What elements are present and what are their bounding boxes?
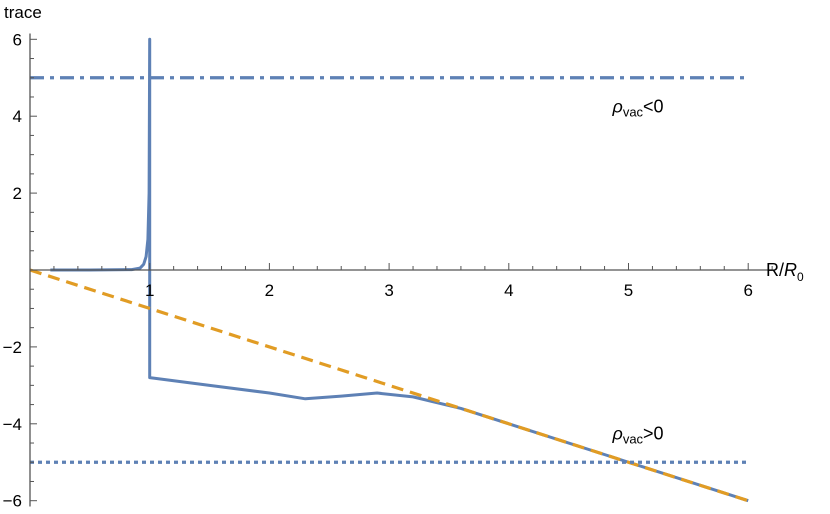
x-tick-label: 6 (743, 281, 752, 300)
series-asymptote (29, 268, 749, 503)
y-tick-label: −6 (3, 492, 22, 511)
x-tick-label: 3 (384, 281, 393, 300)
y-tick-label: 4 (13, 107, 22, 126)
y-axis-label: trace (4, 3, 42, 22)
x-tick-label: 5 (624, 281, 633, 300)
x-tick-label: 4 (504, 281, 513, 300)
x-tick-label: 2 (265, 281, 274, 300)
annotation-label: ρvac>0 (612, 423, 664, 446)
y-tick-label: −4 (3, 415, 22, 434)
y-tick-label: −2 (3, 338, 22, 357)
x-axis-label: R/R0 (766, 260, 804, 284)
y-tick-label: 6 (13, 30, 22, 49)
annotation-label: ρvac<0 (612, 97, 664, 120)
y-tick-label: 2 (13, 184, 22, 203)
x-tick-label: 1 (145, 281, 154, 300)
